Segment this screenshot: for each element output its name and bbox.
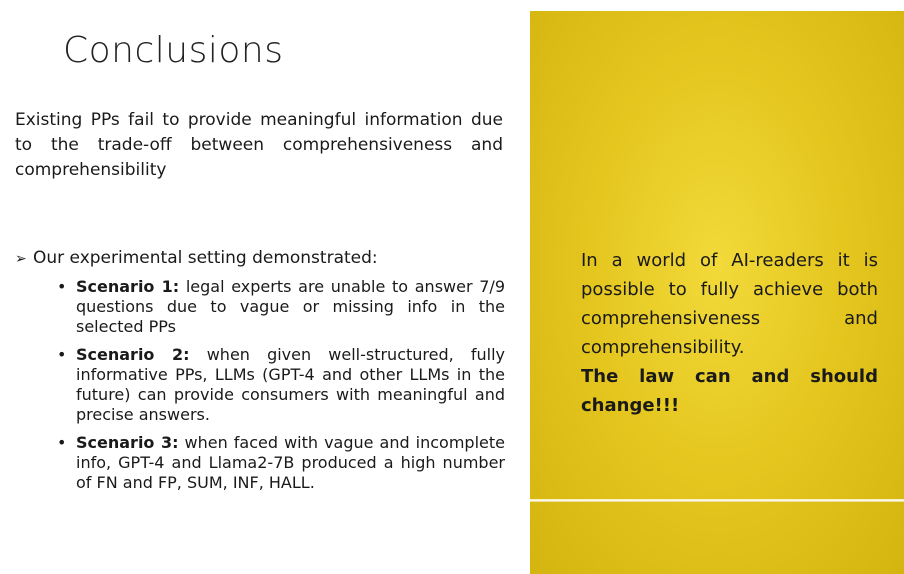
- panel-statement: In a world of AI-readers it is possible …: [581, 250, 878, 358]
- panel-call-to-action: The law can and should change!!!: [581, 366, 878, 416]
- scenario-label: Scenario 1:: [76, 277, 180, 296]
- scenario-label: Scenario 3:: [76, 433, 179, 452]
- bullet-icon: •: [57, 277, 67, 296]
- experimental-setting-section: ➢ Our experimental setting demonstrated:…: [15, 246, 505, 501]
- bullet-icon: •: [57, 433, 67, 452]
- scenario-text: legal experts are unable to answer 7/9 q…: [76, 277, 505, 336]
- slide-title: Conclusions: [63, 30, 284, 71]
- scenario-text: when given well-structured, fully inform…: [76, 345, 506, 424]
- scenario-list: • Scenario 1: legal experts are unable t…: [15, 277, 505, 493]
- scenario-label: Scenario 2:: [76, 345, 190, 364]
- scenario-item-3: • Scenario 3: when faced with vague and …: [15, 433, 505, 493]
- scenario-item-2: • Scenario 2: when given well-structured…: [15, 345, 505, 425]
- scenario-item-1: • Scenario 1: legal experts are unable t…: [15, 277, 505, 337]
- panel-text-block: In a world of AI-readers it is possible …: [581, 246, 878, 420]
- intro-paragraph: Existing PPs fail to provide meaningful …: [15, 110, 503, 180]
- highlight-panel: In a world of AI-readers it is possible …: [530, 11, 904, 574]
- setting-heading: Our experimental setting demonstrated:: [33, 248, 378, 268]
- bullet-icon: •: [57, 345, 67, 364]
- arrow-bullet-icon: ➢: [15, 251, 27, 267]
- panel-divider: [530, 499, 904, 502]
- scenario-text: when faced with vague and incomplete inf…: [76, 433, 505, 492]
- setting-heading-row: ➢ Our experimental setting demonstrated:: [15, 246, 505, 271]
